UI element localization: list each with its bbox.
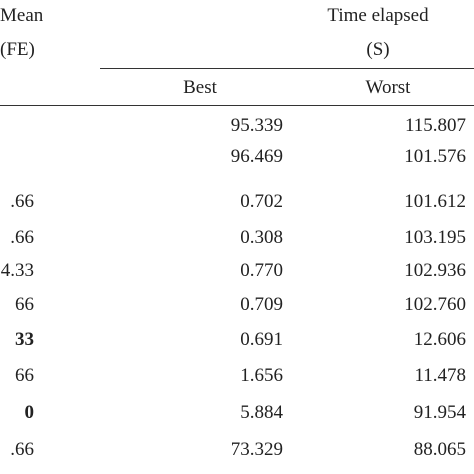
best-cell: 1.656 <box>240 365 283 386</box>
worst-cell: 115.807 <box>404 115 466 136</box>
best-cell: 0.691 <box>240 329 283 350</box>
mean-cell: 0 <box>24 402 35 423</box>
best-cell: 0.702 <box>240 191 283 212</box>
mean-cell: 66 <box>15 365 34 386</box>
best-cell: 0.709 <box>240 294 283 315</box>
worst-cell: 12.606 <box>413 329 466 350</box>
time-unit: (S) <box>366 39 390 60</box>
mean-cell: 4.33 <box>0 260 34 281</box>
header-rule <box>100 68 474 69</box>
worst-cell: 101.576 <box>404 146 466 167</box>
worst-cell: 11.478 <box>414 365 466 386</box>
mean-cell: 33 <box>15 329 34 350</box>
mean-cell: .66 <box>10 227 34 248</box>
best-cell: 0.308 <box>240 227 283 248</box>
mean-header: Mean <box>0 5 44 26</box>
best-cell: 73.329 <box>230 439 283 460</box>
worst-cell: 91.954 <box>413 402 466 423</box>
best-cell: 5.884 <box>240 402 283 423</box>
worst-cell: 103.195 <box>404 227 466 248</box>
best-header: Best <box>183 77 217 98</box>
mean-cell: 66 <box>15 294 34 315</box>
worst-cell: 88.065 <box>413 439 466 460</box>
best-cell: 95.339 <box>230 115 283 136</box>
mean-cell: .66 <box>10 439 34 460</box>
worst-cell: 101.612 <box>404 191 466 212</box>
mean-unit: (FE) <box>0 39 35 60</box>
worst-header: Worst <box>365 77 411 98</box>
body-rule <box>0 105 474 106</box>
time-header: Time elapsed <box>327 5 429 26</box>
worst-cell: 102.936 <box>404 260 466 281</box>
worst-cell: 102.760 <box>404 294 466 315</box>
best-cell: 0.770 <box>240 260 283 281</box>
best-cell: 96.469 <box>230 146 283 167</box>
mean-cell: .66 <box>10 191 34 212</box>
